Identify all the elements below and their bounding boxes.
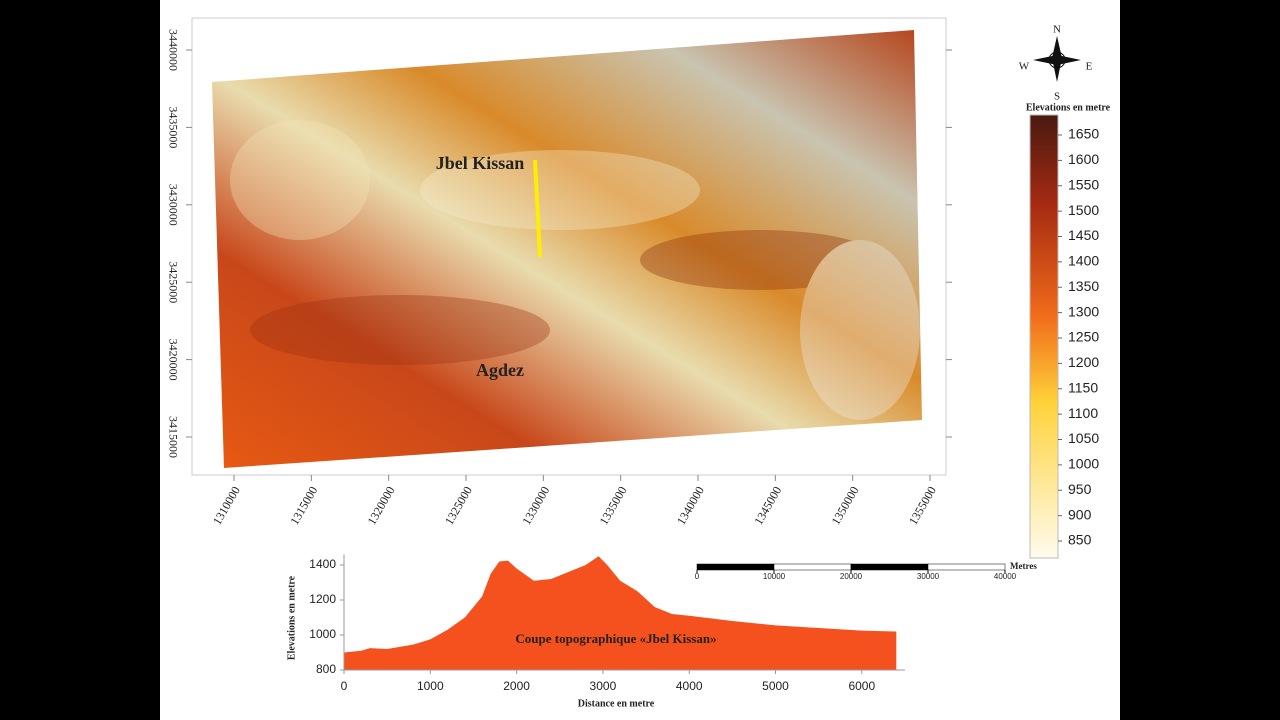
scale-segment: [773, 563, 852, 571]
place-label: Agdez: [476, 360, 524, 380]
scale-label: 10000: [763, 572, 786, 581]
legend-tick-label: 900: [1068, 506, 1092, 522]
legend-tick-label: 1600: [1068, 151, 1099, 167]
legend-tick-label: 850: [1068, 532, 1092, 548]
legend-tick-label: 1500: [1068, 202, 1099, 218]
x-tick-label: 6000: [848, 679, 875, 693]
compass-label: W: [1019, 61, 1030, 73]
y-tick-label: 3430000: [166, 184, 180, 226]
legend-tick-label: 1100: [1068, 405, 1098, 421]
legend-tick-label: 1550: [1068, 176, 1099, 192]
relief-texture: [230, 120, 920, 420]
scale-unit: Metres: [1010, 561, 1037, 571]
x-tick-label: 0: [341, 679, 348, 693]
legend-tick-label: 1250: [1068, 329, 1099, 345]
legend-tick-label: 1400: [1068, 253, 1099, 269]
legend-title: Elevations en metre: [1026, 102, 1111, 113]
compass-label: N: [1053, 24, 1061, 36]
legend-tick-label: 1350: [1068, 278, 1099, 294]
y-tick-label: 3440000: [166, 29, 180, 71]
x-axis-label: Distance en metre: [578, 698, 655, 709]
color-bar: [1029, 114, 1059, 559]
legend-tick-label: 1150: [1068, 379, 1098, 395]
y-tick-label: 1400: [309, 557, 336, 571]
scale-label: 20000: [840, 572, 863, 581]
scale-segment: [927, 563, 1006, 571]
x-tick-label: 1000: [417, 679, 444, 693]
x-tick-label: 2000: [503, 679, 530, 693]
y-tick-label: 3420000: [166, 339, 180, 381]
compass-label: S: [1054, 91, 1060, 103]
x-tick-label: 3000: [590, 679, 617, 693]
legend-tick-label: 1450: [1068, 227, 1099, 243]
legend-tick-label: 1000: [1068, 456, 1099, 472]
scale-segment: [696, 563, 775, 571]
y-tick-label: 3425000: [166, 261, 180, 303]
y-tick-label: 1200: [309, 592, 336, 606]
compass: N S E W: [1019, 24, 1093, 103]
legend-tick-label: 1650: [1068, 126, 1099, 142]
relief-map: [212, 30, 922, 468]
y-tick-label: 800: [316, 662, 336, 676]
profile-line: [533, 159, 542, 258]
x-tick-label: 5000: [762, 679, 789, 693]
y-axis-label: Elevations en metre: [286, 575, 297, 660]
place-label: Jbel Kissan: [436, 153, 525, 173]
legend-tick-label: 1200: [1068, 354, 1099, 370]
profile-area: [344, 556, 897, 670]
y-tick-label: 3435000: [166, 106, 180, 148]
chart-annotation: Coupe topographique «Jbel Kissan»: [515, 631, 716, 646]
scale-label: 40000: [994, 572, 1017, 581]
scale-label: 30000: [917, 572, 940, 581]
scale-segment: [850, 563, 929, 571]
y-tick-label: 3415000: [166, 416, 180, 458]
legend-tick-label: 950: [1068, 481, 1092, 497]
legend-tick-label: 1050: [1068, 430, 1099, 446]
x-tick-label: 4000: [676, 679, 703, 693]
legend-tick-label: 1300: [1068, 303, 1099, 319]
compass-label: E: [1086, 61, 1093, 73]
scale-label: 0: [695, 572, 700, 581]
y-tick-label: 1000: [309, 627, 336, 641]
